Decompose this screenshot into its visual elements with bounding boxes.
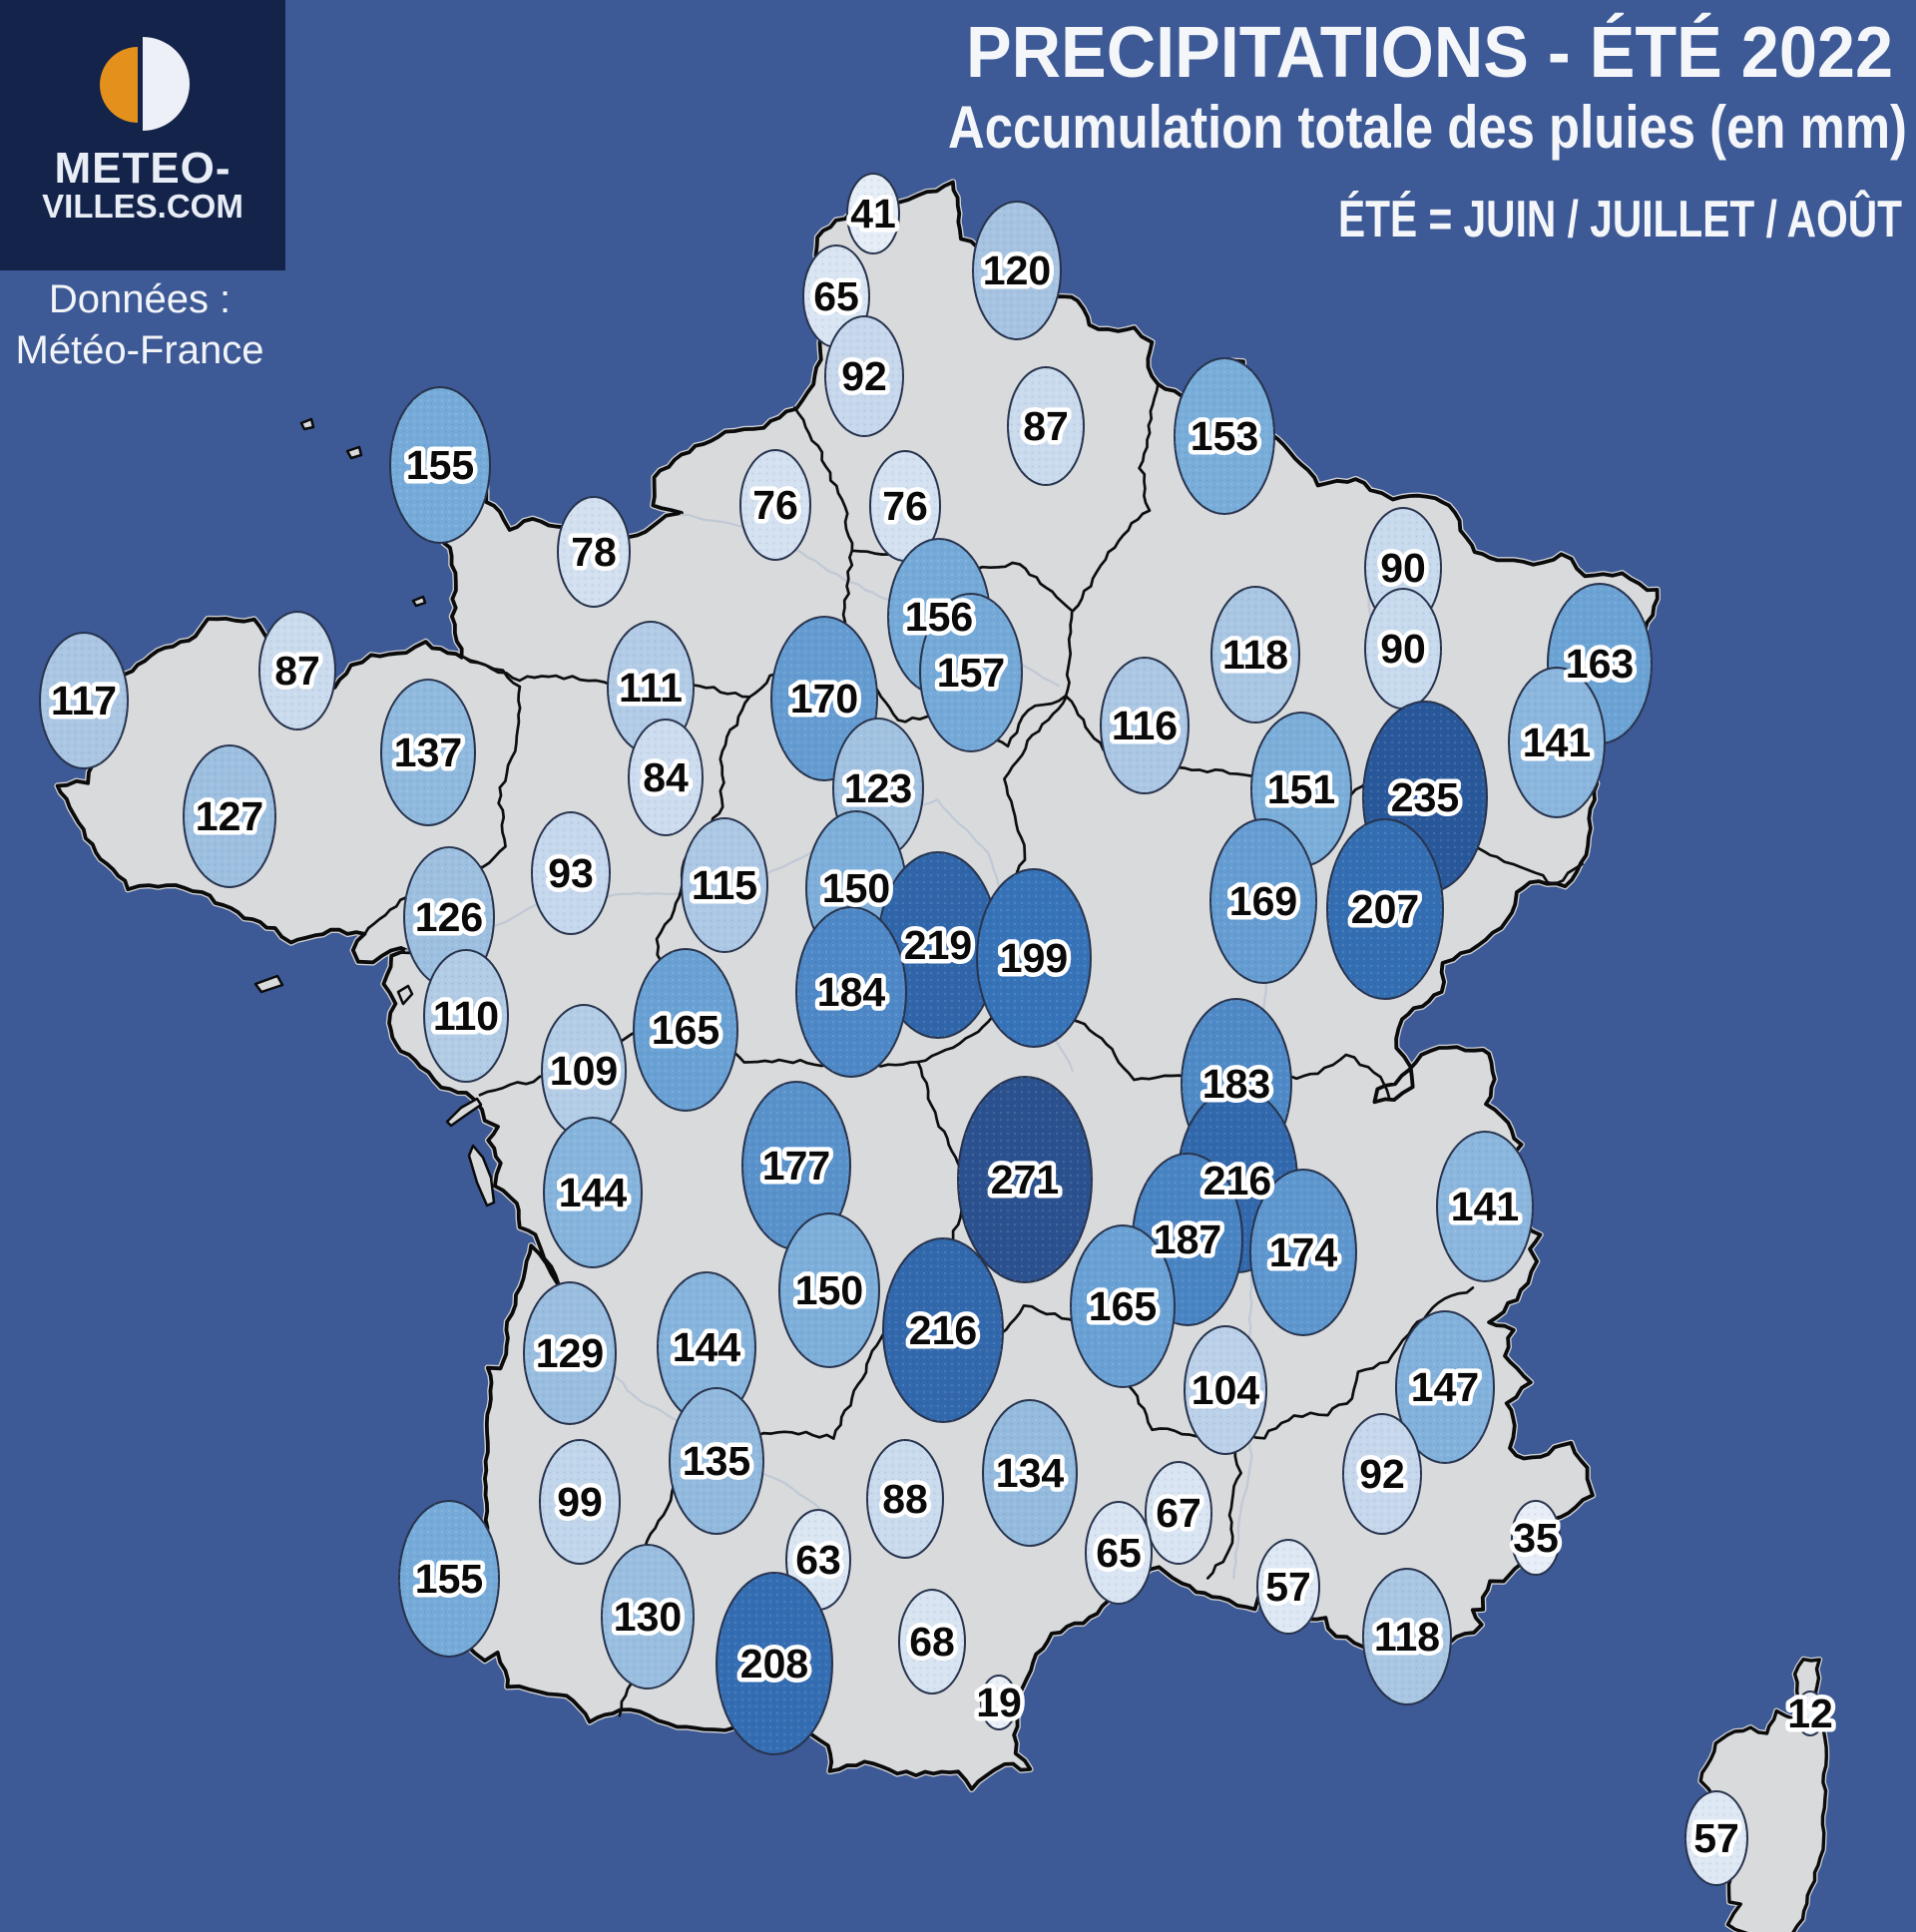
svg-text:207: 207	[1351, 886, 1419, 932]
svg-text:183: 183	[1202, 1061, 1270, 1107]
svg-text:63: 63	[795, 1537, 841, 1583]
svg-text:153: 153	[1191, 413, 1258, 459]
svg-text:219: 219	[904, 922, 972, 968]
svg-text:187: 187	[1154, 1216, 1221, 1262]
svg-text:109: 109	[550, 1048, 618, 1094]
svg-text:208: 208	[740, 1641, 808, 1687]
svg-text:111: 111	[619, 665, 683, 711]
svg-text:90: 90	[1380, 626, 1426, 672]
svg-text:216: 216	[1203, 1158, 1271, 1204]
svg-text:99: 99	[557, 1479, 603, 1525]
svg-text:141: 141	[1451, 1184, 1519, 1229]
svg-text:155: 155	[415, 1556, 483, 1602]
svg-text:177: 177	[762, 1143, 830, 1189]
svg-text:90: 90	[1380, 545, 1426, 591]
svg-text:174: 174	[1269, 1229, 1338, 1275]
svg-text:129: 129	[536, 1330, 604, 1376]
svg-text:57: 57	[1693, 1815, 1739, 1861]
svg-text:117: 117	[51, 678, 117, 724]
svg-text:Accumulation totale des pluies: Accumulation totale des pluies (en mm)	[948, 94, 1907, 161]
svg-text:235: 235	[1391, 774, 1459, 820]
svg-text:127: 127	[196, 793, 263, 839]
svg-text:92: 92	[841, 353, 887, 399]
svg-text:92: 92	[1359, 1451, 1405, 1497]
svg-text:35: 35	[1513, 1515, 1559, 1561]
svg-text:169: 169	[1229, 878, 1297, 924]
svg-text:78: 78	[571, 529, 617, 575]
svg-text:76: 76	[882, 483, 928, 529]
svg-text:271: 271	[991, 1157, 1059, 1203]
svg-text:216: 216	[909, 1307, 977, 1353]
svg-text:165: 165	[1089, 1283, 1157, 1329]
svg-text:163: 163	[1566, 641, 1634, 687]
svg-text:87: 87	[1023, 403, 1069, 449]
svg-text:87: 87	[274, 648, 320, 694]
svg-text:157: 157	[937, 650, 1005, 696]
svg-text:57: 57	[1265, 1564, 1311, 1610]
svg-text:144: 144	[673, 1324, 741, 1370]
svg-text:19: 19	[976, 1680, 1022, 1725]
svg-text:170: 170	[790, 676, 858, 722]
svg-text:VILLES.COM: VILLES.COM	[42, 188, 243, 225]
svg-text:144: 144	[559, 1170, 628, 1215]
svg-text:65: 65	[813, 273, 859, 319]
svg-text:ÉTÉ = JUIN / JUILLET / AOÛT: ÉTÉ = JUIN / JUILLET / AOÛT	[1338, 190, 1902, 248]
svg-text:41: 41	[850, 191, 896, 237]
svg-text:156: 156	[905, 594, 973, 640]
svg-text:135: 135	[683, 1438, 750, 1484]
svg-text:110: 110	[433, 993, 499, 1039]
svg-text:84: 84	[643, 754, 689, 800]
svg-text:123: 123	[844, 765, 912, 811]
svg-text:126: 126	[415, 894, 483, 940]
svg-text:184: 184	[817, 969, 886, 1015]
svg-text:141: 141	[1523, 720, 1591, 765]
svg-text:68: 68	[909, 1619, 955, 1665]
svg-text:93: 93	[548, 850, 594, 896]
svg-text:116: 116	[1112, 703, 1178, 748]
svg-text:120: 120	[983, 247, 1051, 293]
svg-text:130: 130	[614, 1594, 682, 1640]
svg-text:12: 12	[1787, 1690, 1833, 1736]
svg-text:199: 199	[1000, 935, 1068, 981]
svg-text:150: 150	[795, 1267, 863, 1313]
svg-text:165: 165	[652, 1007, 719, 1053]
svg-text:65: 65	[1096, 1530, 1142, 1576]
svg-text:147: 147	[1411, 1364, 1479, 1410]
svg-text:76: 76	[752, 482, 798, 528]
svg-text:151: 151	[1267, 766, 1335, 812]
svg-text:118: 118	[1222, 632, 1288, 678]
svg-text:134: 134	[996, 1450, 1065, 1496]
svg-text:155: 155	[406, 442, 474, 488]
svg-text:88: 88	[882, 1476, 928, 1522]
svg-text:118: 118	[1374, 1614, 1440, 1660]
svg-text:104: 104	[1192, 1367, 1260, 1413]
svg-text:METEO-: METEO-	[54, 144, 231, 193]
svg-text:137: 137	[394, 729, 462, 775]
svg-text:67: 67	[1156, 1490, 1201, 1536]
svg-text:150: 150	[822, 865, 890, 911]
svg-text:PRECIPITATIONS - ÉTÉ 2022: PRECIPITATIONS - ÉTÉ 2022	[966, 13, 1893, 93]
svg-text:115: 115	[692, 862, 757, 908]
